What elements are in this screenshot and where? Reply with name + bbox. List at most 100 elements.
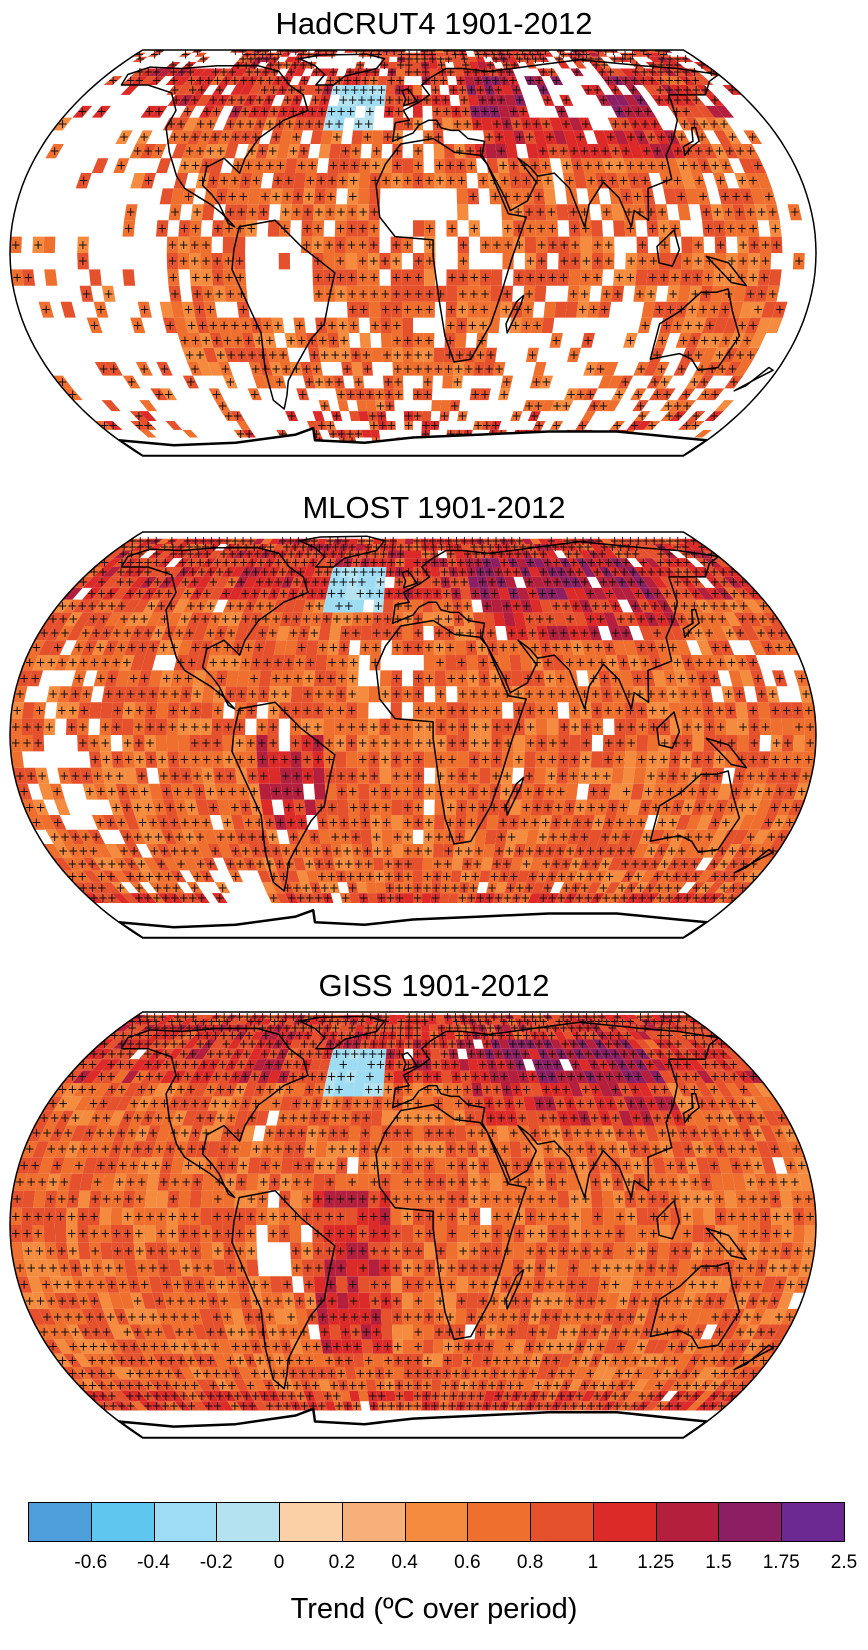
trend-cell — [509, 655, 522, 671]
significance-marker: + — [502, 287, 512, 301]
trend-cell — [644, 158, 660, 174]
significance-marker: + — [265, 117, 275, 131]
significance-marker: + — [282, 785, 292, 799]
significance-marker: + — [537, 238, 547, 252]
significance-marker: + — [482, 419, 492, 433]
trend-cell — [442, 375, 454, 389]
significance-marker: + — [590, 626, 600, 640]
trend-cell — [150, 143, 167, 159]
trend-cell — [269, 188, 283, 205]
trend-cell — [602, 253, 615, 270]
significance-marker: + — [512, 189, 522, 203]
trend-cell — [368, 236, 380, 253]
trend-cell — [622, 204, 636, 221]
trend-cell — [327, 158, 340, 174]
significance-marker: + — [434, 626, 444, 640]
significance-marker: + — [194, 303, 204, 317]
trend-cell — [322, 117, 336, 131]
significance-marker: + — [271, 362, 281, 376]
significance-marker: + — [192, 287, 202, 301]
significance-marker: + — [615, 720, 625, 734]
significance-marker: + — [764, 785, 774, 799]
trend-cell — [627, 173, 642, 189]
significance-marker: + — [570, 221, 580, 235]
significance-marker: + — [681, 387, 691, 401]
trend-cell — [457, 236, 469, 253]
significance-marker: + — [749, 238, 759, 252]
trend-cell — [279, 362, 293, 376]
significance-marker: + — [700, 387, 710, 401]
trend-cell — [535, 220, 548, 237]
significance-marker: + — [244, 159, 254, 173]
significance-marker: + — [534, 419, 544, 433]
trend-cell — [391, 173, 403, 189]
significance-marker: + — [447, 221, 457, 235]
significance-marker: + — [425, 238, 435, 252]
significance-marker: + — [494, 844, 504, 858]
significance-marker: + — [168, 271, 178, 285]
significance-marker: + — [556, 785, 566, 799]
significance-marker: + — [297, 159, 307, 173]
significance-marker: + — [413, 117, 423, 131]
significance-marker: + — [347, 287, 357, 301]
trend-cell — [293, 173, 306, 189]
significance-marker: + — [423, 130, 433, 144]
significance-marker: + — [22, 736, 32, 750]
significance-marker: + — [569, 348, 579, 362]
trend-cell — [77, 236, 89, 253]
significance-marker: + — [464, 362, 474, 376]
trend-cell — [258, 188, 272, 205]
trend-cell — [376, 411, 387, 422]
trend-cell — [522, 400, 536, 412]
significance-marker: + — [179, 254, 189, 268]
trend-cell — [602, 158, 617, 174]
significance-marker: + — [521, 174, 531, 188]
significance-marker: + — [501, 189, 511, 203]
significance-marker: + — [580, 769, 590, 783]
significance-marker: + — [205, 785, 215, 799]
trend-cell — [558, 117, 574, 131]
significance-marker: + — [185, 626, 195, 640]
significance-marker: + — [369, 287, 379, 301]
trend-cell — [443, 362, 455, 376]
trend-cell — [423, 130, 434, 144]
significance-marker: + — [346, 720, 356, 734]
significance-marker: + — [443, 844, 453, 858]
significance-marker: + — [223, 254, 233, 268]
significance-marker: + — [392, 785, 402, 799]
significance-marker: + — [486, 626, 496, 640]
significance-marker: + — [180, 815, 190, 829]
trend-cell — [182, 375, 199, 389]
trend-cell — [535, 718, 548, 735]
trend-cell — [421, 411, 432, 422]
trend-cell — [312, 204, 325, 221]
significance-marker: + — [293, 671, 303, 685]
significance-marker: + — [383, 844, 393, 858]
significance-marker: + — [462, 857, 472, 871]
trend-cell — [312, 767, 325, 784]
trend-cell — [279, 130, 293, 144]
significance-marker: + — [148, 641, 158, 655]
trend-cell — [268, 767, 281, 784]
trend-cell — [211, 269, 225, 286]
significance-marker: + — [181, 687, 191, 701]
significance-marker: + — [777, 626, 787, 640]
significance-marker: + — [492, 238, 502, 252]
significance-marker: + — [23, 271, 33, 285]
significance-marker: + — [305, 174, 315, 188]
significance-marker: + — [424, 174, 434, 188]
significance-marker: + — [154, 800, 164, 814]
significance-marker: + — [81, 769, 91, 783]
significance-marker: + — [490, 189, 500, 203]
significance-marker: + — [709, 409, 719, 423]
trend-cell — [520, 117, 534, 131]
significance-marker: + — [307, 333, 317, 347]
trend-cell — [304, 173, 317, 189]
significance-marker: + — [57, 117, 67, 131]
trend-cell — [344, 429, 356, 438]
trend-cell — [336, 317, 349, 333]
trend-cell — [402, 173, 413, 189]
trend-cell — [754, 204, 769, 221]
trend-cell — [557, 269, 570, 286]
significance-marker: + — [746, 348, 756, 362]
